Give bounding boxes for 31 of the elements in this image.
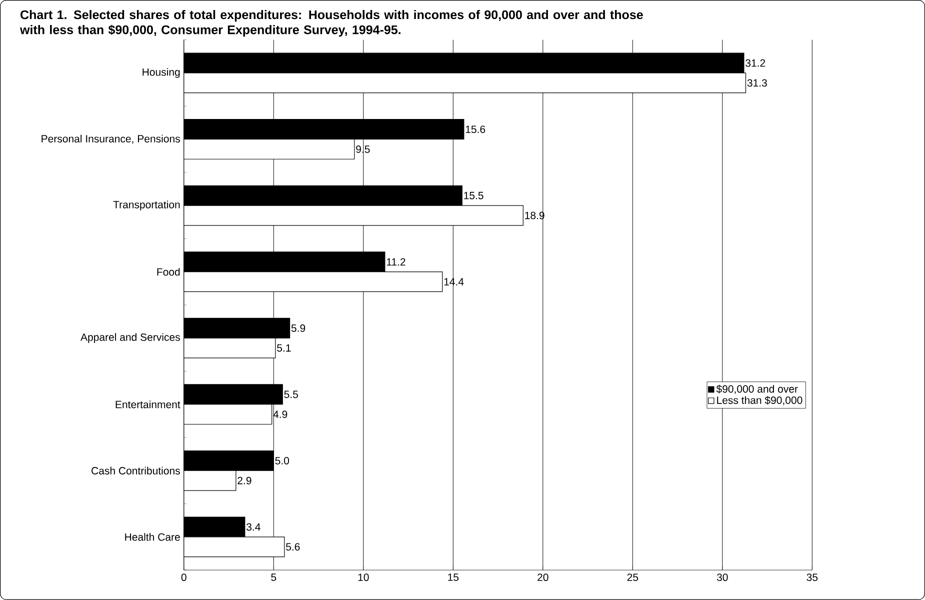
y-tick-label: Personal Insurance, Pensions xyxy=(42,134,180,144)
data-label: 2.9 xyxy=(238,476,252,484)
legend-label: $90,000 and over xyxy=(716,384,798,394)
y-tick-label: Housing xyxy=(142,68,180,78)
x-tick-label: 35 xyxy=(806,574,818,582)
x-tick-label: 10 xyxy=(358,574,369,582)
x-tick-label: 0 xyxy=(181,574,186,582)
x-tick-label: 30 xyxy=(716,574,728,582)
y-tick-label: Food xyxy=(157,268,180,276)
y-tick-label: Entertainment xyxy=(116,400,180,408)
data-label: 5.0 xyxy=(275,457,290,464)
x-tick-label: 15 xyxy=(448,574,459,581)
x-tick-label: 5 xyxy=(271,574,276,581)
data-label: 15.5 xyxy=(464,192,484,200)
data-label: 31.3 xyxy=(747,79,767,87)
data-label: 3.4 xyxy=(246,523,260,531)
data-label: 5.6 xyxy=(286,543,300,551)
data-label: 31.2 xyxy=(746,59,766,67)
data-label: 5.1 xyxy=(277,344,291,352)
x-tick-label: 20 xyxy=(538,574,548,582)
data-label: 15.6 xyxy=(466,126,486,134)
legend-label: Less than $90,000 xyxy=(717,396,802,406)
y-tick-label: Transportation xyxy=(113,200,180,210)
data-label: 11.2 xyxy=(386,258,406,266)
data-label: 5.9 xyxy=(291,324,306,332)
data-label: 5.5 xyxy=(284,390,298,398)
y-tick-label: Apparel and Services xyxy=(80,333,180,344)
x-tick-label: 25 xyxy=(627,574,638,582)
y-tick-label: Cash Contributions xyxy=(92,466,180,475)
y-tick-label: Health Care xyxy=(125,533,180,541)
chart-title: Chart 1. Selected shares of total expenditures: Households with incomes of 90,000 and over and those with less than $90,000, Consumer Expenditure Survey, 1994-95. xyxy=(20,10,643,37)
